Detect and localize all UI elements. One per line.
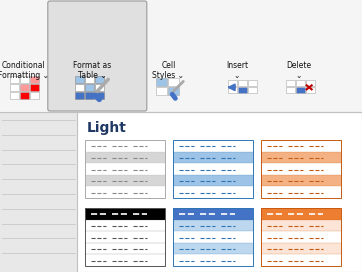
Bar bbox=[0, 112, 77, 272]
Bar bbox=[85, 92, 94, 99]
Bar bbox=[85, 140, 165, 152]
Bar bbox=[9, 84, 18, 91]
Text: Format as
Table ⌄: Format as Table ⌄ bbox=[73, 61, 111, 81]
Bar bbox=[261, 220, 341, 231]
Bar bbox=[296, 80, 305, 86]
Bar bbox=[238, 87, 247, 93]
Bar bbox=[261, 186, 341, 198]
Bar bbox=[173, 231, 253, 243]
Bar bbox=[173, 140, 253, 152]
Bar bbox=[248, 80, 257, 86]
Bar bbox=[9, 92, 18, 99]
Bar bbox=[85, 76, 94, 83]
Text: Light: Light bbox=[87, 121, 127, 135]
Bar bbox=[173, 208, 253, 266]
Bar bbox=[85, 208, 165, 220]
Bar bbox=[85, 243, 165, 254]
Bar bbox=[85, 163, 165, 175]
Bar bbox=[261, 140, 341, 198]
Bar bbox=[30, 92, 38, 99]
Bar bbox=[168, 87, 179, 95]
Text: Cell
Styles ⌄: Cell Styles ⌄ bbox=[152, 61, 184, 81]
Bar bbox=[20, 76, 29, 83]
Bar bbox=[30, 84, 38, 91]
Bar bbox=[261, 243, 341, 254]
Bar bbox=[156, 87, 167, 95]
Bar bbox=[75, 76, 84, 83]
Bar bbox=[173, 152, 253, 163]
Bar bbox=[85, 208, 165, 266]
Bar bbox=[85, 231, 165, 243]
Bar bbox=[20, 92, 29, 99]
Bar bbox=[75, 92, 84, 99]
Text: Insert
⌄: Insert ⌄ bbox=[226, 61, 248, 81]
Bar bbox=[261, 208, 341, 220]
Bar bbox=[173, 186, 253, 198]
Bar bbox=[75, 84, 84, 91]
Bar bbox=[261, 175, 341, 186]
Bar bbox=[248, 87, 257, 93]
Bar bbox=[85, 84, 94, 91]
Bar bbox=[95, 84, 104, 91]
Bar bbox=[173, 140, 253, 198]
Bar bbox=[306, 87, 315, 93]
Bar bbox=[20, 84, 29, 91]
Bar bbox=[286, 80, 295, 86]
Bar bbox=[296, 87, 305, 93]
Bar bbox=[30, 76, 38, 83]
Bar bbox=[173, 220, 253, 231]
Bar bbox=[261, 231, 341, 243]
FancyBboxPatch shape bbox=[48, 1, 147, 111]
Bar bbox=[85, 186, 165, 198]
Bar bbox=[261, 208, 341, 266]
Bar bbox=[173, 208, 253, 220]
Bar bbox=[156, 78, 167, 86]
Bar bbox=[173, 175, 253, 186]
Bar bbox=[95, 76, 104, 83]
Bar bbox=[238, 80, 247, 86]
Bar bbox=[77, 112, 362, 272]
Bar bbox=[173, 163, 253, 175]
Bar bbox=[85, 220, 165, 231]
Bar bbox=[286, 87, 295, 93]
Text: Conditional
Formatting ⌄: Conditional Formatting ⌄ bbox=[0, 61, 49, 81]
Bar bbox=[173, 243, 253, 254]
Bar bbox=[261, 140, 341, 152]
Text: Delete
⌄: Delete ⌄ bbox=[286, 61, 311, 81]
Bar bbox=[85, 254, 165, 266]
Bar bbox=[85, 175, 165, 186]
Bar bbox=[261, 254, 341, 266]
Bar bbox=[85, 140, 165, 198]
Bar bbox=[306, 80, 315, 86]
Bar bbox=[0, 0, 362, 112]
Bar bbox=[228, 80, 237, 86]
Bar bbox=[85, 152, 165, 163]
Bar bbox=[168, 78, 179, 86]
Bar bbox=[95, 92, 104, 99]
Bar bbox=[9, 76, 18, 83]
Bar bbox=[228, 87, 237, 93]
Bar bbox=[261, 152, 341, 163]
Bar bbox=[261, 163, 341, 175]
Bar bbox=[173, 254, 253, 266]
